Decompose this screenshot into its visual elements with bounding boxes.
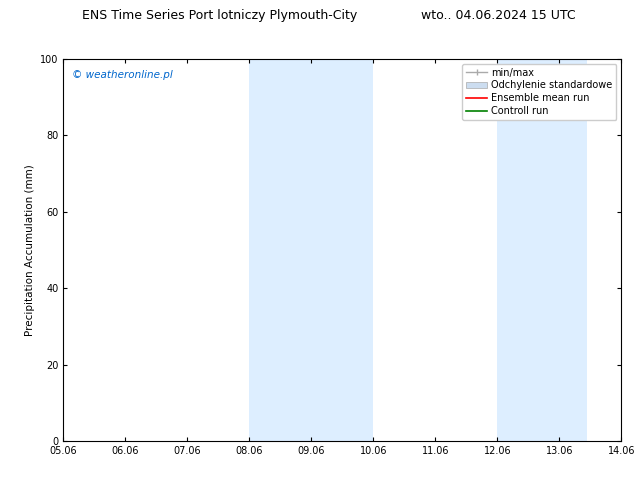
Bar (249, 59, 373, 441)
Y-axis label: Precipitation Accumulation (mm): Precipitation Accumulation (mm) (25, 164, 35, 336)
Legend: min/max, Odchylenie standardowe, Ensemble mean run, Controll run: min/max, Odchylenie standardowe, Ensembl… (462, 64, 616, 120)
Text: wto.. 04.06.2024 15 UTC: wto.. 04.06.2024 15 UTC (421, 9, 576, 22)
Bar (497, 59, 586, 441)
Text: © weatheronline.pl: © weatheronline.pl (72, 70, 172, 80)
Text: ENS Time Series Port lotniczy Plymouth-City: ENS Time Series Port lotniczy Plymouth-C… (82, 9, 357, 22)
